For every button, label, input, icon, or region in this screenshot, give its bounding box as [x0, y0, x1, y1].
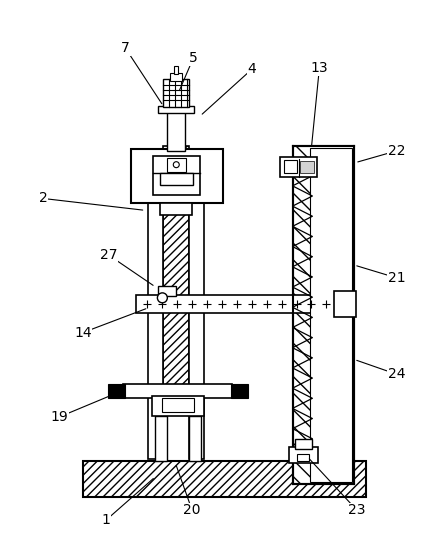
Bar: [163, 146, 189, 394]
Bar: [148, 195, 163, 459]
Bar: [167, 157, 186, 172]
Bar: [231, 384, 248, 398]
Bar: [279, 157, 318, 176]
Bar: [311, 146, 354, 484]
Text: 23: 23: [348, 503, 366, 517]
Bar: [159, 106, 194, 113]
Bar: [163, 79, 189, 107]
Bar: [160, 173, 193, 185]
Text: 2: 2: [39, 192, 47, 205]
Bar: [162, 398, 194, 412]
Bar: [294, 439, 312, 449]
Text: 7: 7: [121, 41, 130, 55]
Bar: [167, 109, 185, 151]
Text: 4: 4: [247, 62, 256, 76]
Bar: [153, 156, 200, 195]
Text: 19: 19: [50, 410, 68, 424]
Bar: [83, 461, 366, 496]
Bar: [189, 195, 204, 459]
Bar: [283, 160, 297, 173]
Bar: [311, 148, 352, 482]
Bar: [160, 204, 192, 216]
Text: 13: 13: [311, 61, 328, 75]
Bar: [108, 384, 124, 398]
Text: 14: 14: [74, 326, 92, 339]
Bar: [297, 454, 309, 461]
Circle shape: [157, 293, 167, 303]
Text: 27: 27: [100, 248, 117, 262]
Bar: [159, 286, 176, 296]
Text: 21: 21: [388, 271, 406, 285]
Circle shape: [173, 162, 179, 168]
Text: 1: 1: [101, 514, 110, 527]
Bar: [334, 291, 356, 317]
Text: 22: 22: [388, 144, 406, 158]
Bar: [174, 66, 178, 74]
Bar: [300, 161, 314, 173]
Bar: [293, 146, 354, 484]
Bar: [135, 295, 337, 313]
Bar: [189, 416, 201, 461]
Text: 5: 5: [189, 52, 198, 65]
Bar: [123, 384, 232, 398]
Bar: [131, 149, 223, 204]
Bar: [152, 396, 204, 416]
Text: 24: 24: [388, 368, 406, 381]
Bar: [155, 416, 167, 461]
Bar: [170, 73, 182, 81]
Bar: [289, 447, 318, 463]
Text: 20: 20: [184, 503, 201, 517]
